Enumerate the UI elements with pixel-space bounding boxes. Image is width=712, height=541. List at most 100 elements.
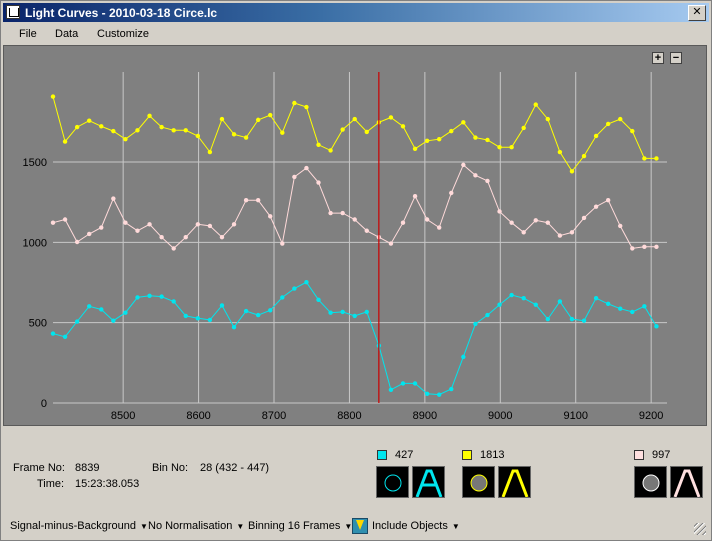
- data-point-yellow: [292, 100, 297, 106]
- legend-value-pink: 997: [652, 449, 671, 461]
- data-point-yellow: [569, 169, 575, 174]
- data-point-pink: [509, 220, 514, 225]
- signal-mode-label: Signal-minus-Background: [10, 520, 136, 532]
- data-point-yellow: [485, 137, 490, 143]
- data-point-pink: [135, 228, 140, 233]
- data-point-cyan: [243, 308, 249, 314]
- data-point-pink: [388, 241, 394, 246]
- data-point-cyan: [630, 309, 635, 315]
- legend-value-cyan: 427: [395, 449, 414, 461]
- data-point-yellow: [400, 124, 406, 129]
- object-profile-cyan[interactable]: [412, 466, 445, 498]
- data-point-cyan: [292, 286, 297, 291]
- resize-grip-icon[interactable]: [694, 523, 706, 535]
- series-line-yellow: [52, 96, 657, 173]
- data-point-yellow: [473, 135, 478, 140]
- series-line-cyan: [52, 281, 657, 396]
- include-objects-dropdown[interactable]: Include Objects ▼: [372, 520, 460, 532]
- data-point-pink: [618, 223, 623, 229]
- data-point-pink: [449, 190, 454, 196]
- object-thumbnail-yellow[interactable]: [462, 466, 495, 498]
- x-tick-label: 8600: [186, 410, 210, 422]
- object-thumbnail-cyan[interactable]: [376, 466, 409, 498]
- include-objects-icon: [352, 518, 368, 534]
- data-point-yellow: [497, 144, 502, 150]
- data-point-pink: [642, 244, 647, 250]
- data-point-yellow: [593, 133, 599, 139]
- data-point-pink: [147, 222, 152, 227]
- data-point-yellow: [521, 125, 526, 131]
- data-point-pink: [99, 225, 104, 230]
- data-point-yellow: [159, 124, 164, 130]
- data-point-pink: [533, 218, 538, 223]
- binning-dropdown[interactable]: Binning 16 Frames ▼: [248, 520, 352, 532]
- data-point-cyan: [74, 319, 80, 324]
- data-point-pink: [255, 198, 261, 203]
- data-point-cyan: [62, 334, 68, 339]
- data-point-pink: [545, 220, 551, 225]
- data-point-pink: [352, 217, 357, 222]
- signal-mode-dropdown[interactable]: Signal-minus-Background ▼: [10, 520, 148, 532]
- data-point-yellow: [183, 128, 188, 133]
- data-point-cyan: [485, 312, 490, 318]
- data-point-yellow: [135, 128, 140, 133]
- object-profile-yellow[interactable]: [498, 466, 531, 498]
- data-point-yellow: [618, 116, 623, 122]
- series-line-pink: [52, 164, 657, 250]
- data-point-yellow: [207, 149, 213, 155]
- data-point-yellow: [654, 156, 659, 161]
- data-point-cyan: [424, 391, 430, 397]
- x-tick-label: 8900: [413, 410, 437, 422]
- object-profile-pink[interactable]: [670, 466, 703, 498]
- plot-area[interactable]: [3, 45, 707, 426]
- data-point-cyan: [195, 316, 201, 321]
- normalisation-dropdown[interactable]: No Normalisation ▼: [148, 520, 244, 532]
- data-point-pink: [364, 228, 369, 233]
- dropdown-arrow-icon: ▼: [236, 522, 245, 531]
- data-point-pink: [243, 198, 249, 203]
- data-point-pink: [87, 231, 92, 237]
- data-point-cyan: [545, 316, 551, 322]
- data-point-pink: [605, 198, 611, 203]
- x-tick-label: 9000: [488, 410, 512, 422]
- object-thumbnail-pink[interactable]: [634, 466, 667, 498]
- data-point-yellow: [171, 128, 176, 133]
- data-point-yellow: [461, 120, 466, 125]
- data-point-yellow: [50, 94, 56, 99]
- data-point-yellow: [364, 129, 369, 135]
- close-button[interactable]: ✕: [688, 5, 706, 21]
- menu-data[interactable]: Data: [55, 28, 79, 40]
- normalisation-label: No Normalisation: [148, 520, 233, 532]
- data-point-yellow: [219, 116, 225, 122]
- legend-value-yellow: 1813: [480, 449, 505, 461]
- data-point-cyan: [352, 313, 357, 319]
- data-point-cyan: [618, 306, 623, 311]
- data-point-cyan: [135, 295, 140, 300]
- data-point-pink: [340, 210, 345, 216]
- zoom-out-button[interactable]: −: [670, 52, 682, 64]
- data-point-yellow: [195, 133, 201, 139]
- legend-swatch-pink: [634, 450, 644, 460]
- data-point-cyan: [521, 296, 526, 301]
- data-point-pink: [111, 196, 116, 201]
- data-point-cyan: [461, 354, 466, 360]
- menu-customize[interactable]: Customize: [97, 28, 149, 40]
- data-point-cyan: [509, 292, 514, 298]
- y-tick-label: 500: [29, 318, 47, 330]
- data-point-yellow: [123, 136, 128, 142]
- bin-no-label: Bin No:: [152, 462, 189, 474]
- menu-file[interactable]: File: [19, 28, 37, 40]
- data-point-cyan: [557, 299, 563, 304]
- data-point-cyan: [50, 331, 56, 336]
- data-point-pink: [207, 223, 213, 229]
- data-point-pink: [62, 217, 68, 222]
- data-point-cyan: [171, 299, 176, 304]
- binning-label: Binning 16 Frames: [248, 520, 341, 532]
- data-point-pink: [292, 174, 297, 180]
- app-icon: [6, 5, 20, 19]
- data-point-yellow: [111, 128, 116, 134]
- data-point-pink: [557, 233, 563, 238]
- zoom-in-button[interactable]: +: [652, 52, 664, 64]
- data-point-pink: [412, 194, 418, 199]
- y-tick-label: 1500: [23, 157, 47, 169]
